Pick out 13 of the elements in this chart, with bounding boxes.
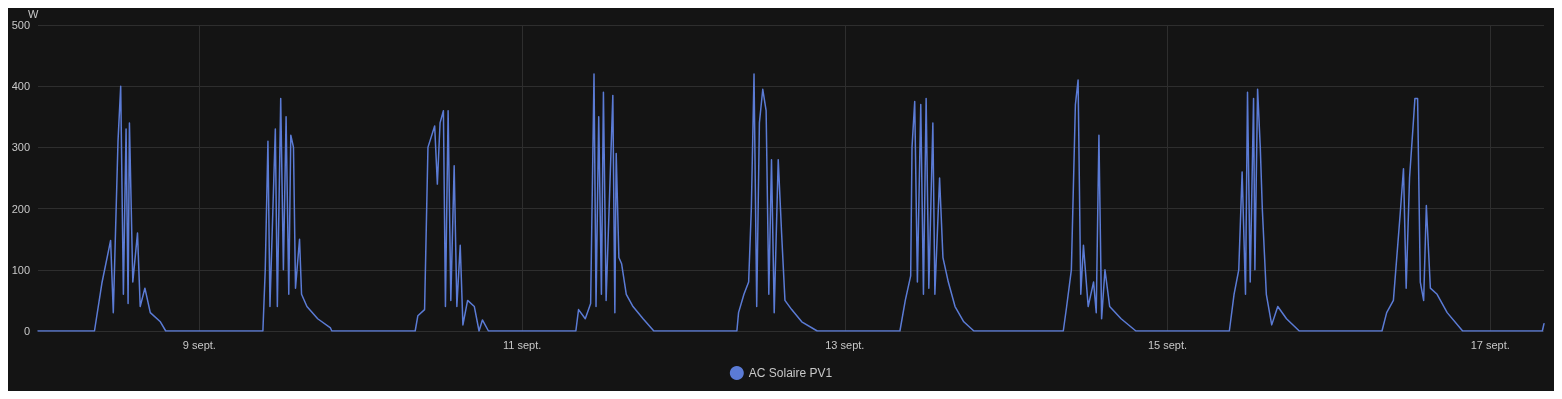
x-tick-label: 17 sept. [1470, 338, 1510, 351]
y-tick-label: 500 [11, 19, 30, 31]
y-tick-label: 400 [11, 80, 30, 93]
y-tick-label: 300 [11, 141, 30, 154]
x-tick-label: 9 sept. [182, 338, 216, 351]
x-tick-label: 15 sept. [1147, 338, 1188, 351]
x-tick-label: 11 sept. [502, 338, 542, 351]
y-tick-label: 100 [11, 263, 30, 276]
legend-label: AC Solaire PV1 [748, 366, 833, 380]
y-tick-label: 200 [11, 202, 30, 215]
y-tick-label: 0 [23, 325, 30, 337]
x-tick-label: 13 sept. [825, 338, 865, 351]
y-axis-title: W [28, 7, 39, 20]
